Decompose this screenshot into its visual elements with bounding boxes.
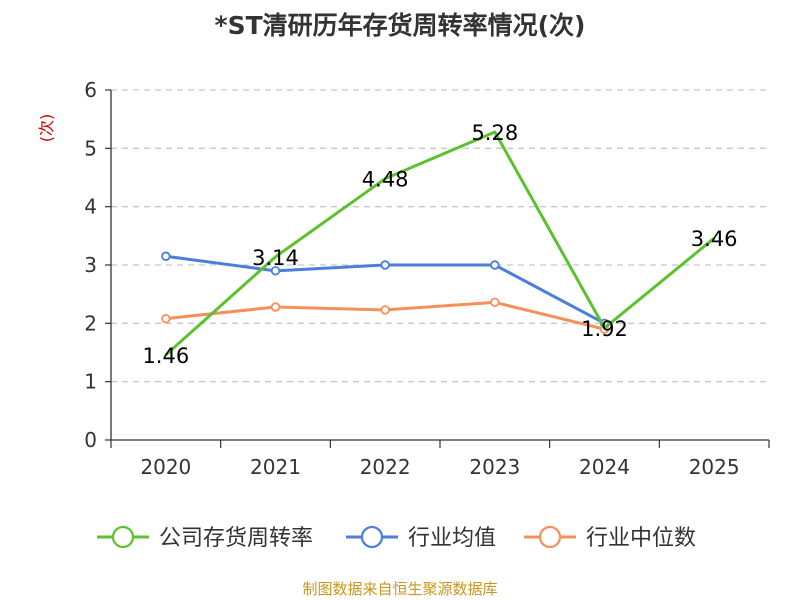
- series-1: [161, 251, 610, 329]
- legend-label: 公司存货周转率: [159, 526, 313, 551]
- data-label: 4.48: [362, 168, 409, 192]
- y-tick-label: 2: [84, 311, 97, 335]
- data-label: 5.28: [471, 121, 518, 145]
- axes: 0 1 2 3 4 5 6 2020 2021 2022 2023 2024 2025: [84, 78, 770, 479]
- y-tick-label: 1: [84, 370, 97, 394]
- source-note: 制图数据来自恒生聚源数据库: [302, 580, 498, 598]
- series-layer: [161, 130, 716, 356]
- legend-marker: [538, 525, 562, 549]
- data-label: 1.46: [142, 344, 189, 368]
- data-point[interactable]: [380, 305, 390, 315]
- legend-item-0[interactable]: 公司存货周转率: [97, 525, 313, 551]
- y-tick-label: 0: [84, 428, 97, 452]
- legend-marker: [360, 525, 384, 549]
- data-point[interactable]: [161, 251, 171, 261]
- data-label: 3.14: [252, 246, 299, 270]
- data-label: 3.46: [691, 227, 738, 251]
- data-point[interactable]: [270, 302, 281, 312]
- x-tick-label: 2022: [360, 455, 411, 479]
- data-point[interactable]: [490, 297, 500, 308]
- y-tick-label: 5: [84, 136, 97, 160]
- x-tick-label: 2024: [579, 455, 630, 479]
- legend-marker: [111, 525, 135, 549]
- x-tick-label: 2020: [140, 455, 191, 479]
- y-axis-label: (次): [37, 114, 56, 143]
- legend: 公司存货周转率 行业均值 行业中位数: [97, 525, 696, 551]
- grid-lines: [111, 89, 769, 383]
- legend-item-1[interactable]: 行业均值: [346, 525, 496, 551]
- legend-label: 行业中位数: [586, 526, 696, 551]
- data-labels: 1.46 3.14 4.48 5.28 1.92 3.46: [142, 121, 737, 368]
- series-0: [164, 130, 716, 356]
- series-line: [164, 130, 716, 356]
- y-tick-label: 6: [84, 78, 97, 102]
- series-2: [161, 297, 610, 334]
- x-tick-label: 2023: [469, 455, 520, 479]
- y-tick-label: 4: [84, 195, 97, 219]
- x-tick-label: 2025: [689, 455, 740, 479]
- data-point[interactable]: [161, 313, 171, 324]
- data-point[interactable]: [490, 260, 500, 270]
- x-tick-label: 2021: [250, 455, 301, 479]
- legend-label: 行业均值: [408, 526, 496, 551]
- chart-title: *ST清研历年存货周转率情况(次): [214, 11, 586, 40]
- data-label: 1.92: [581, 317, 628, 341]
- data-point[interactable]: [380, 260, 390, 270]
- data-point[interactable]: [270, 266, 281, 276]
- y-tick-label: 3: [84, 253, 97, 277]
- legend-item-2[interactable]: 行业中位数: [524, 525, 696, 551]
